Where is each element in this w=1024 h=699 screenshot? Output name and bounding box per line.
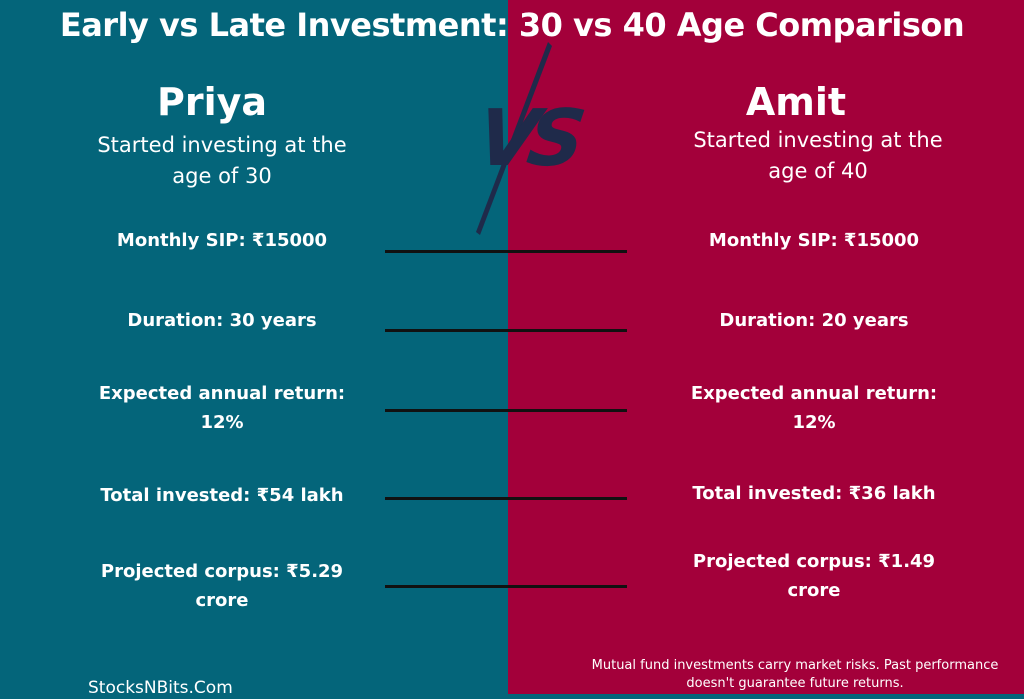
left-person-name: Priya: [156, 80, 268, 124]
divider-monthly-sip: [385, 250, 627, 253]
right-projected-corpus: Projected corpus: ₹1.49 crore: [692, 551, 936, 601]
left-expected-return: Expected annual return: 12%: [98, 383, 346, 433]
right-panel: [508, 0, 1024, 699]
left-person-subtitle: Started investing at the age of 30: [97, 133, 347, 188]
right-duration: Duration: 20 years: [719, 310, 909, 331]
left-duration: Duration: 30 years: [127, 310, 317, 331]
left-monthly-sip: Monthly SIP: ₹15000: [116, 230, 328, 251]
right-expected-return: Expected annual return: 12%: [690, 383, 938, 433]
divider-duration: [385, 329, 627, 332]
left-panel: [0, 0, 510, 699]
left-total-invested: Total invested: ₹54 lakh: [100, 485, 344, 506]
bottom-strip: [508, 694, 1024, 699]
page-title: Early vs Late Investment: 30 vs 40 Age C…: [59, 6, 965, 44]
right-person-name: Amit: [745, 80, 847, 124]
left-projected-corpus: Projected corpus: ₹5.29 crore: [100, 561, 344, 611]
right-person-subtitle: Started investing at the age of 40: [693, 128, 943, 183]
vs-mark: VS: [471, 94, 581, 184]
divider-total-invested: [385, 497, 627, 500]
right-total-invested: Total invested: ₹36 lakh: [692, 483, 936, 504]
right-monthly-sip: Monthly SIP: ₹15000: [708, 230, 920, 251]
brand-name: StocksNBits.Com: [88, 678, 233, 698]
divider-projected-corpus: [385, 585, 627, 588]
divider-expected-return: [385, 409, 627, 412]
disclaimer-text: Mutual fund investments carry market ris…: [591, 658, 999, 691]
